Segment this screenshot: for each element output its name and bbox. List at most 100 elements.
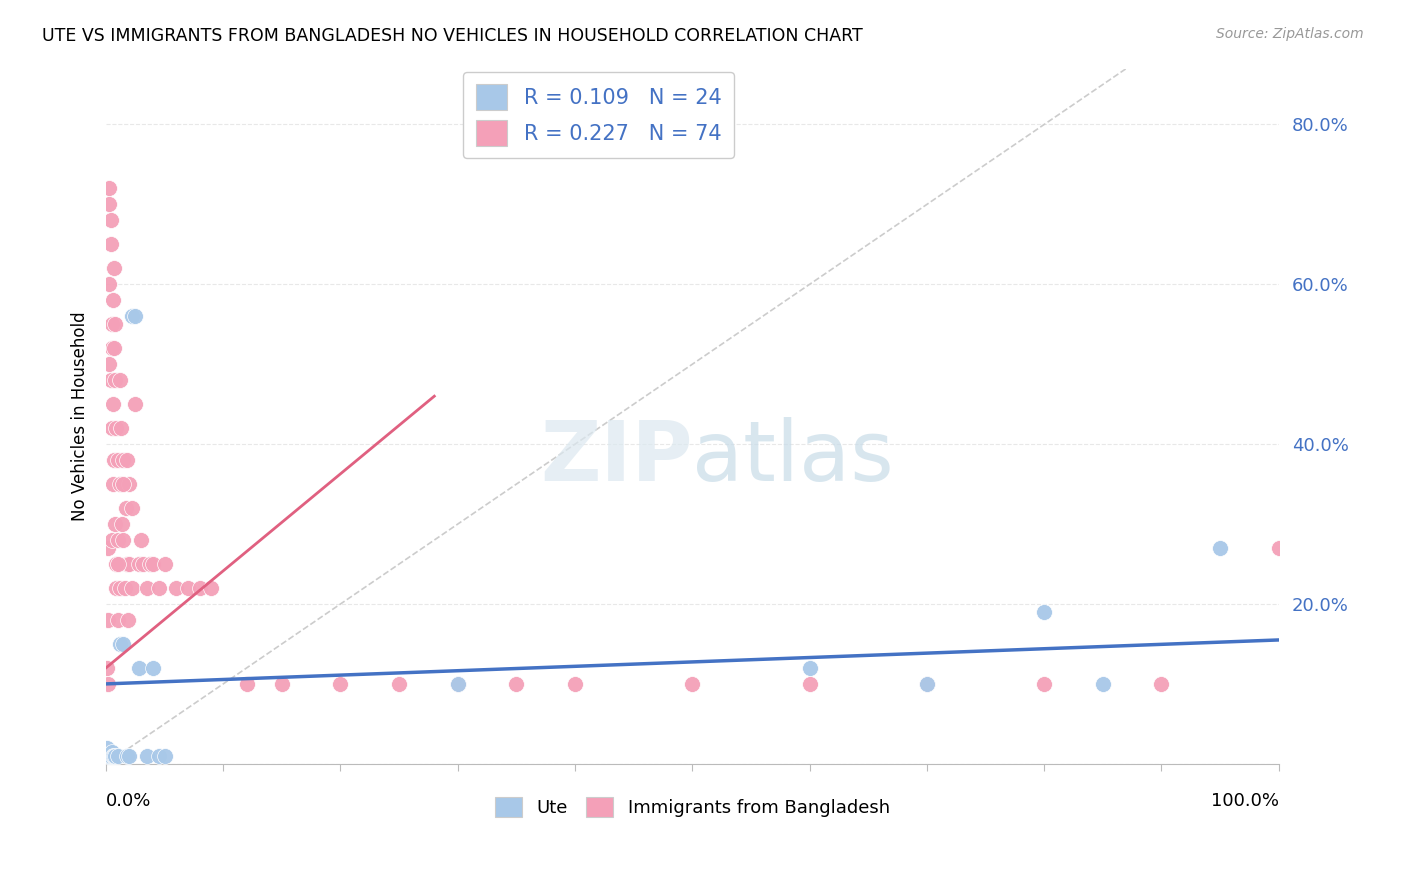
Point (681, 677, 703, 691)
Point (107, 613, 129, 627)
Text: atlas: atlas (692, 417, 894, 499)
Point (97, 677, 120, 691)
Point (100, 318, 122, 332)
Point (505, 677, 527, 691)
Point (136, 581, 159, 595)
Point (1267, 541, 1289, 555)
Point (1209, 541, 1232, 555)
Point (98, 357, 121, 371)
Point (117, 613, 139, 627)
Point (108, 477, 131, 491)
Text: 0.0%: 0.0% (105, 791, 152, 810)
Point (1150, 677, 1173, 691)
Point (114, 581, 136, 595)
Point (115, 557, 138, 571)
Point (112, 453, 135, 467)
Point (447, 677, 470, 691)
Point (104, 748, 127, 763)
Point (110, 421, 132, 435)
Point (103, 341, 125, 355)
Point (112, 637, 135, 651)
Point (136, 748, 159, 763)
Point (188, 581, 211, 595)
Point (200, 581, 222, 595)
Point (100, 341, 122, 355)
Point (915, 677, 938, 691)
Point (105, 421, 128, 435)
Point (118, 557, 141, 571)
Point (799, 661, 821, 675)
Point (96, 740, 118, 755)
Point (101, 748, 124, 763)
Point (177, 581, 200, 595)
Point (111, 517, 134, 532)
Point (100, 237, 122, 252)
Point (101, 397, 124, 411)
Point (105, 557, 128, 571)
Point (128, 661, 150, 675)
Point (103, 261, 125, 276)
Point (97, 613, 120, 627)
Point (107, 453, 129, 467)
Point (108, 637, 131, 651)
Point (101, 477, 124, 491)
Point (104, 318, 127, 332)
Point (107, 557, 129, 571)
Point (103, 453, 125, 467)
Point (121, 310, 143, 324)
Point (148, 581, 170, 595)
Point (100, 745, 122, 759)
Text: ZIP: ZIP (540, 417, 692, 499)
Point (153, 748, 176, 763)
Point (115, 748, 138, 763)
Point (270, 677, 292, 691)
Point (447, 677, 470, 691)
Point (98, 277, 121, 292)
Point (235, 677, 257, 691)
Y-axis label: No Vehicles in Household: No Vehicles in Household (72, 311, 89, 521)
Point (148, 748, 170, 763)
Point (129, 533, 152, 547)
Point (121, 581, 143, 595)
Point (100, 373, 122, 387)
Point (103, 748, 125, 763)
Point (1033, 605, 1056, 619)
Point (101, 293, 124, 308)
Point (100, 421, 122, 435)
Text: 100.0%: 100.0% (1211, 791, 1278, 810)
Point (1091, 677, 1114, 691)
Point (124, 397, 146, 411)
Point (132, 557, 155, 571)
Point (564, 677, 586, 691)
Point (108, 581, 131, 595)
Point (100, 213, 122, 227)
Point (153, 557, 176, 571)
Point (112, 477, 135, 491)
Point (142, 557, 165, 571)
Text: Source: ZipAtlas.com: Source: ZipAtlas.com (1216, 27, 1364, 41)
Point (118, 477, 141, 491)
Point (115, 501, 138, 516)
Point (112, 533, 135, 547)
Point (121, 501, 143, 516)
Point (107, 748, 129, 763)
Point (98, 181, 121, 195)
Point (139, 557, 162, 571)
Point (96, 661, 118, 675)
Point (97, 541, 120, 555)
Point (98, 197, 121, 211)
Point (128, 557, 150, 571)
Point (98, 748, 121, 763)
Point (799, 677, 821, 691)
Legend: Ute, Immigrants from Bangladesh: Ute, Immigrants from Bangladesh (488, 790, 897, 824)
Point (100, 748, 122, 763)
Point (108, 373, 131, 387)
Point (165, 581, 187, 595)
Point (142, 661, 165, 675)
Point (100, 533, 122, 547)
Point (115, 453, 138, 467)
Point (105, 581, 128, 595)
Point (124, 310, 146, 324)
Point (388, 677, 411, 691)
Point (329, 677, 352, 691)
